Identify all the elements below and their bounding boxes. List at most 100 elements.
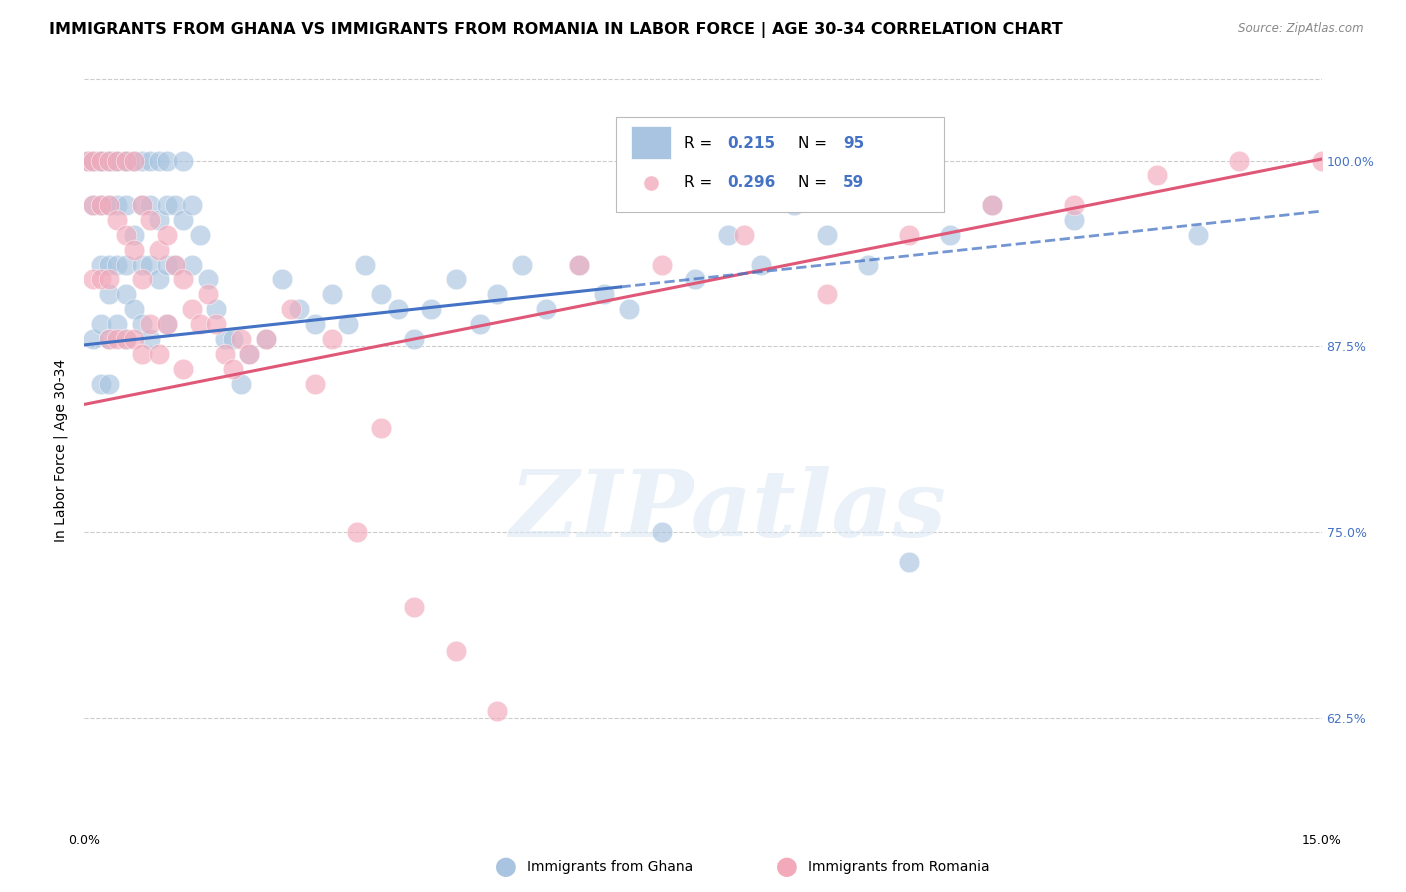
Point — [156, 198, 179, 212]
FancyBboxPatch shape — [616, 117, 945, 211]
Point — [1227, 153, 1250, 168]
Point — [939, 227, 962, 242]
Point — [536, 302, 558, 317]
Point — [898, 227, 921, 242]
Point — [288, 302, 311, 317]
Point — [114, 153, 136, 168]
Point — [82, 198, 104, 212]
Text: Immigrants from Romania: Immigrants from Romania — [808, 860, 990, 874]
FancyBboxPatch shape — [631, 126, 671, 160]
Point — [139, 317, 162, 331]
Point — [593, 287, 616, 301]
Point — [114, 332, 136, 346]
Point — [98, 376, 121, 391]
Point — [122, 227, 145, 242]
Point — [304, 376, 326, 391]
Point — [82, 153, 104, 168]
Point — [444, 272, 467, 286]
Point — [404, 599, 426, 614]
Point — [197, 287, 219, 301]
Point — [90, 258, 112, 272]
Point — [156, 227, 179, 242]
Point — [114, 287, 136, 301]
Point — [898, 555, 921, 569]
Point — [485, 287, 508, 301]
Point — [122, 332, 145, 346]
Text: R =: R = — [685, 176, 717, 190]
Point — [77, 153, 100, 168]
Point — [98, 332, 121, 346]
Point — [1063, 198, 1085, 212]
Text: IMMIGRANTS FROM GHANA VS IMMIGRANTS FROM ROMANIA IN LABOR FORCE | AGE 30-34 CORR: IMMIGRANTS FROM GHANA VS IMMIGRANTS FROM… — [49, 22, 1063, 38]
Point — [180, 302, 202, 317]
Point — [131, 153, 153, 168]
Point — [1187, 227, 1209, 242]
Point — [172, 213, 194, 227]
Point — [105, 317, 128, 331]
Text: N =: N = — [799, 136, 832, 151]
Point — [568, 258, 591, 272]
Point — [114, 227, 136, 242]
Point — [90, 272, 112, 286]
Text: Source: ZipAtlas.com: Source: ZipAtlas.com — [1239, 22, 1364, 36]
Point — [114, 332, 136, 346]
Point — [214, 347, 236, 361]
Point — [337, 317, 360, 331]
Point — [148, 347, 170, 361]
Point — [98, 153, 121, 168]
Point — [148, 213, 170, 227]
Point — [749, 258, 772, 272]
Point — [280, 302, 302, 317]
Point — [98, 153, 121, 168]
Point — [1310, 153, 1333, 168]
Text: ⬤: ⬤ — [776, 857, 799, 877]
Point — [114, 258, 136, 272]
Point — [122, 243, 145, 257]
Point — [370, 287, 392, 301]
Point — [156, 317, 179, 331]
Point — [617, 302, 640, 317]
Point — [165, 198, 187, 212]
Point — [139, 198, 162, 212]
Point — [90, 153, 112, 168]
Point — [651, 258, 673, 272]
Point — [105, 153, 128, 168]
Point — [321, 287, 343, 301]
Point — [98, 153, 121, 168]
Point — [139, 258, 162, 272]
Point — [98, 153, 121, 168]
Point — [98, 198, 121, 212]
Point — [131, 258, 153, 272]
Point — [82, 332, 104, 346]
Point — [271, 272, 294, 286]
Point — [90, 153, 112, 168]
Text: Immigrants from Ghana: Immigrants from Ghana — [527, 860, 693, 874]
Point — [105, 198, 128, 212]
Point — [148, 272, 170, 286]
Point — [222, 332, 245, 346]
Point — [139, 332, 162, 346]
Point — [387, 302, 409, 317]
Point — [485, 704, 508, 718]
Text: 0.296: 0.296 — [728, 176, 776, 190]
Point — [783, 198, 806, 212]
Point — [82, 153, 104, 168]
Point — [172, 272, 194, 286]
Point — [90, 198, 112, 212]
Point — [353, 258, 375, 272]
Point — [105, 258, 128, 272]
Point — [205, 317, 228, 331]
Point — [122, 153, 145, 168]
Point — [131, 317, 153, 331]
Point — [815, 287, 838, 301]
Point — [165, 258, 187, 272]
Point — [470, 317, 492, 331]
Point — [131, 272, 153, 286]
Point — [197, 272, 219, 286]
Point — [148, 243, 170, 257]
Point — [98, 258, 121, 272]
Point — [82, 272, 104, 286]
Point — [131, 198, 153, 212]
Point — [568, 258, 591, 272]
Point — [404, 332, 426, 346]
